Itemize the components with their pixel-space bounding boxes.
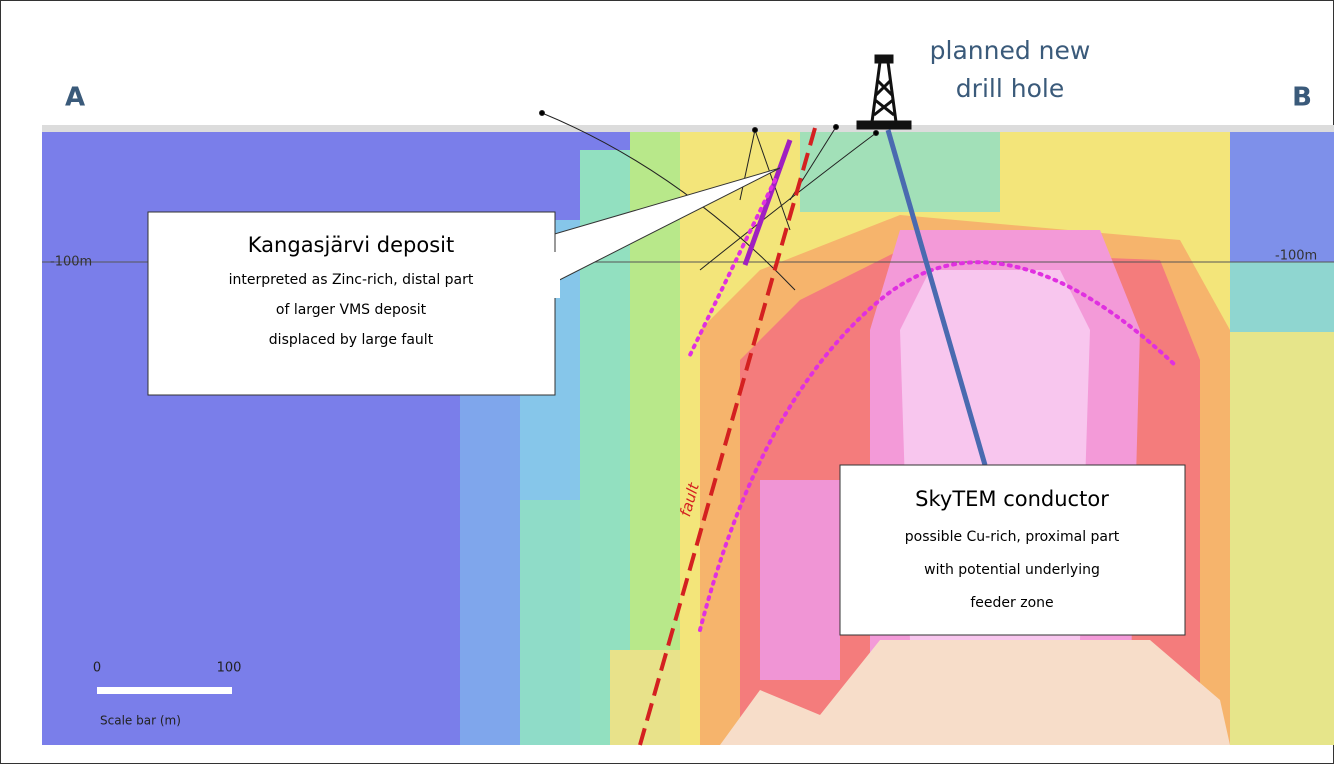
conductor-outline <box>698 260 1177 632</box>
scale-caption: Scale bar (m) <box>100 714 181 728</box>
callout-text: with potential underlying <box>924 562 1100 578</box>
callout-text: feeder zone <box>970 595 1053 611</box>
section-end-label: B <box>1292 83 1312 113</box>
drill-label: drill hole <box>956 74 1064 103</box>
drill-label: planned new <box>930 36 1091 65</box>
depth-label: -100m <box>50 255 92 270</box>
deposit-trace <box>742 139 793 266</box>
planned-drill-hole <box>885 129 988 466</box>
scale-bar: 0 100 Scale bar (m) <box>93 661 242 728</box>
callout-text: possible Cu-rich, proximal part <box>905 529 1120 545</box>
depth-label: -100m <box>1275 249 1317 264</box>
callout-conductor: SkyTEM conductor possible Cu-rich, proxi… <box>839 464 1186 636</box>
callout-text: displaced by large fault <box>269 332 434 348</box>
callout-title: SkyTEM conductor <box>915 487 1109 511</box>
section-end-label: A <box>65 83 85 113</box>
fault-line <box>638 127 817 746</box>
drill-rig-icon <box>856 54 912 130</box>
callout-title: Kangasjärvi deposit <box>248 233 454 257</box>
callout-text: interpreted as Zinc-rich, distal part <box>229 272 474 288</box>
scale-tick-label: 100 <box>217 661 242 676</box>
scale-tick-label: 0 <box>93 661 101 676</box>
callout-deposit: Kangasjärvi deposit interpreted as Zinc-… <box>147 167 781 396</box>
callout-text: of larger VMS deposit <box>276 302 427 318</box>
deposit-extension <box>688 178 777 357</box>
